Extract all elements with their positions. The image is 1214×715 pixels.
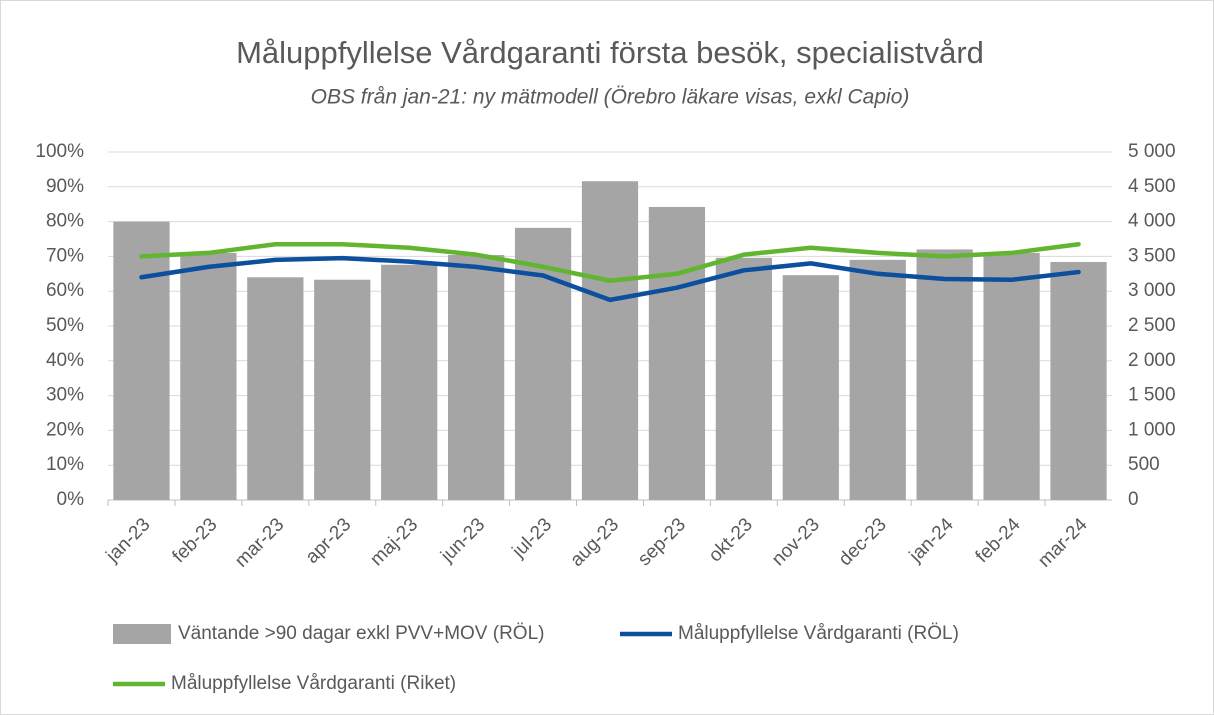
legend-swatch bbox=[113, 624, 171, 644]
y-tick-label: 20% bbox=[46, 419, 84, 440]
y2-tick-label: 0 bbox=[1128, 489, 1139, 510]
bar bbox=[849, 259, 906, 500]
bar bbox=[648, 206, 706, 500]
y-tick-label: 0% bbox=[57, 489, 85, 510]
y2-tick-label: 3 500 bbox=[1128, 245, 1176, 266]
y2-tick-label: 4 000 bbox=[1128, 211, 1176, 232]
bar bbox=[782, 275, 839, 500]
y2-tick-label: 500 bbox=[1128, 454, 1160, 475]
y-tick-label: 80% bbox=[46, 211, 84, 232]
bar bbox=[448, 255, 505, 500]
bar bbox=[180, 252, 237, 500]
bar bbox=[1050, 261, 1107, 500]
bar bbox=[247, 277, 304, 500]
bar bbox=[381, 264, 438, 500]
bar bbox=[113, 221, 170, 500]
bar bbox=[916, 249, 973, 500]
y-tick-label: 60% bbox=[46, 280, 84, 301]
chart-subtitle: OBS från jan-21: ny mätmodell (Örebro lä… bbox=[311, 86, 910, 109]
legend-label: Väntande >90 dagar exkl PVV+MOV (RÖL) bbox=[178, 623, 544, 644]
y-tick-label: 10% bbox=[46, 454, 84, 475]
legend-label: Måluppfyllelse Vårdgaranti (RÖL) bbox=[678, 623, 959, 644]
y-tick-label: 90% bbox=[46, 176, 84, 197]
bar bbox=[983, 252, 1040, 500]
y-tick-label: 100% bbox=[35, 141, 84, 162]
y-tick-label: 70% bbox=[46, 245, 84, 266]
bar bbox=[314, 279, 371, 500]
y-tick-label: 40% bbox=[46, 350, 84, 371]
y2-tick-label: 3 000 bbox=[1128, 280, 1176, 301]
bar bbox=[581, 181, 639, 500]
y2-tick-label: 1 000 bbox=[1128, 419, 1176, 440]
y2-tick-label: 5 000 bbox=[1128, 141, 1176, 162]
y2-tick-label: 2 500 bbox=[1128, 315, 1176, 336]
y2-tick-label: 1 500 bbox=[1128, 385, 1176, 406]
line bbox=[139, 241, 1081, 284]
bar bbox=[715, 257, 772, 500]
chart-title: Måluppfyllelse Vårdgaranti första besök,… bbox=[236, 35, 984, 70]
legend-label: Måluppfyllelse Vårdgaranti (Riket) bbox=[171, 673, 456, 694]
y-tick-label: 30% bbox=[46, 385, 84, 406]
y-tick-label: 50% bbox=[46, 315, 84, 336]
y2-tick-label: 2 000 bbox=[1128, 350, 1176, 371]
line bbox=[139, 255, 1081, 303]
y2-tick-label: 4 500 bbox=[1128, 176, 1176, 197]
